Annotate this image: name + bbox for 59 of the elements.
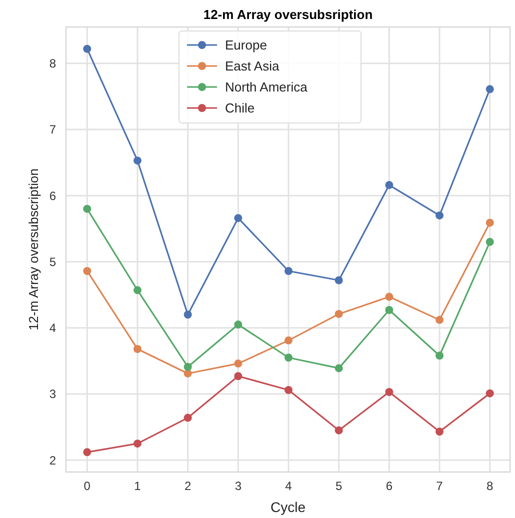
point [133, 156, 142, 165]
point [486, 85, 494, 94]
point [133, 345, 142, 354]
point [334, 276, 343, 284]
point [83, 266, 92, 275]
point [284, 336, 293, 344]
point [234, 320, 242, 329]
chart-title: 12-m Array oversubsription [203, 7, 373, 22]
point [284, 266, 293, 275]
y-tick-label: 4 [49, 321, 56, 336]
point [234, 372, 242, 380]
x-tick-label: 7 [436, 479, 444, 493]
x-tick-label: 2 [184, 479, 192, 493]
x-tick-label: 5 [336, 479, 342, 493]
point [334, 426, 343, 434]
point [385, 181, 394, 190]
point [284, 386, 293, 394]
point [83, 448, 92, 456]
legend-label: Chile [225, 100, 255, 116]
x-axis-title: Cycle [270, 499, 306, 515]
point [184, 362, 192, 371]
point [334, 364, 343, 372]
point [184, 369, 192, 378]
y-tick-label: 2 [49, 453, 56, 468]
point [184, 310, 192, 319]
point [184, 414, 192, 422]
x-tick-label: 8 [486, 479, 494, 493]
point [436, 316, 444, 324]
point [436, 428, 444, 436]
point [486, 218, 494, 227]
y-tick-label: 5 [49, 254, 56, 269]
x-tick-label: 1 [134, 479, 142, 493]
y-tick-label: 3 [49, 387, 56, 402]
point [234, 214, 242, 222]
point [436, 211, 444, 220]
legend-label: East Asia [225, 58, 280, 74]
legend-label: Europe [225, 38, 267, 53]
x-tick-label: 6 [386, 479, 393, 493]
point [486, 389, 494, 398]
legend-label: North America [225, 80, 308, 95]
point [334, 310, 343, 318]
y-axis-title: 12-m Array oversubscription [26, 168, 41, 330]
point [385, 306, 394, 314]
point [133, 440, 142, 448]
point [83, 204, 92, 213]
point [133, 286, 142, 294]
point [83, 44, 92, 53]
x-tick-label: 3 [234, 479, 242, 493]
point [486, 238, 494, 246]
point [385, 292, 394, 301]
y-tick-label: 6 [49, 188, 56, 203]
point [436, 352, 444, 360]
y-tick-label: 8 [49, 56, 56, 71]
point [284, 354, 293, 362]
point [385, 388, 394, 396]
point [234, 360, 242, 368]
x-tick-label: 4 [285, 479, 292, 493]
y-tick-label: 7 [49, 122, 56, 137]
x-tick-label: 0 [84, 479, 91, 493]
